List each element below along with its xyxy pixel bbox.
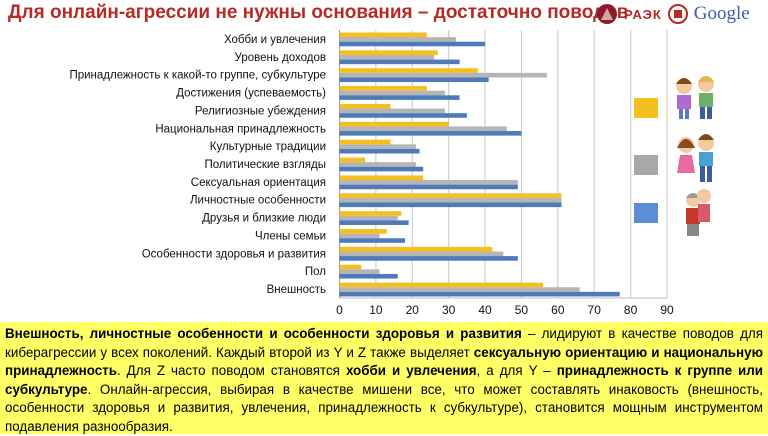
raek-logo: РАЭК xyxy=(624,6,662,22)
category-label: Принадлежность к какой-то группе, субкул… xyxy=(69,70,326,82)
x-tick-label: 30 xyxy=(442,303,456,317)
bar-yellow xyxy=(339,103,391,109)
bar-yellow xyxy=(339,139,391,145)
bar-yellow xyxy=(339,86,427,91)
seal-logo-icon xyxy=(667,4,688,24)
bar-yellow xyxy=(339,50,438,55)
category-label: Хобби и увлечения xyxy=(224,34,326,46)
bar-yellow xyxy=(339,121,449,127)
category-label: Достижения (успеваемость) xyxy=(176,88,326,100)
bar-yellow xyxy=(339,211,402,216)
bar-gray xyxy=(339,162,416,167)
bar-yellow xyxy=(339,157,365,163)
x-tick-label: 0 xyxy=(336,303,343,317)
x-tick-label: 90 xyxy=(660,303,674,317)
bar-blue xyxy=(339,148,420,154)
bar-blue xyxy=(339,166,424,172)
bar-blue xyxy=(339,113,467,118)
category-label: Члены семьи xyxy=(255,230,326,242)
x-tick-label: 80 xyxy=(624,303,638,317)
bar-gray xyxy=(339,37,456,42)
google-logo: Google xyxy=(693,3,750,24)
bar-yellow xyxy=(339,229,387,234)
bar-blue xyxy=(339,95,460,100)
x-tick-label: 60 xyxy=(551,303,565,317)
bar-blue xyxy=(339,77,489,83)
category-label: Сексуальная ориентация xyxy=(191,177,326,189)
legend-swatch-gray xyxy=(634,155,658,175)
bar-yellow xyxy=(339,32,427,38)
slide-title: Для онлайн-агрессии не нужны основания –… xyxy=(8,2,629,23)
summary-bold-3: хобби и увлечения xyxy=(345,363,477,378)
bar-gray xyxy=(339,144,416,149)
logos: РАЭК Google xyxy=(596,2,750,26)
category-label: Религиозные убеждения xyxy=(195,105,326,117)
bar-blue xyxy=(339,41,486,47)
category-label: Личностные особенности xyxy=(190,195,326,207)
category-label: Пол xyxy=(305,266,326,278)
legend-swatch-yellow xyxy=(634,98,658,118)
summary-bold-1: Внешность, личностные особенности и особ… xyxy=(5,326,522,341)
bar-gray xyxy=(339,197,562,203)
category-label: Особенности здоровья и развития xyxy=(142,248,326,260)
bar-yellow xyxy=(339,68,478,73)
bar-gray xyxy=(339,287,580,292)
category-label: Друзья и близкие люди xyxy=(202,213,326,225)
bar-blue xyxy=(339,238,405,243)
bar-gray xyxy=(339,251,504,257)
category-label: Политические взгляды xyxy=(204,159,326,171)
category-label: Национальная принадлежность xyxy=(155,123,326,135)
summary-bold-4: принадлежность к группе или субкультуре xyxy=(5,363,763,397)
summary-text-5: . Онлайн-агрессия, выбирая в качестве ми… xyxy=(5,381,763,434)
x-tick-label: 40 xyxy=(478,303,492,317)
bar-gray xyxy=(339,126,507,132)
bar-blue xyxy=(339,256,518,261)
bar-blue xyxy=(339,273,398,279)
bar-blue xyxy=(339,220,409,225)
bar-yellow xyxy=(339,175,424,181)
bar-gray xyxy=(339,90,446,96)
bar-gray xyxy=(339,269,380,274)
category-label: Внешность xyxy=(267,284,326,296)
bar-blue xyxy=(339,184,518,190)
summary-text: Внешность, личностные особенности и особ… xyxy=(0,322,768,434)
bar-gray xyxy=(339,180,518,185)
category-label: Уровень доходов xyxy=(235,52,326,64)
bar-gray xyxy=(339,233,380,239)
bar-chart: Хобби и увлечения Уровень доходов Принадле… xyxy=(69,30,714,317)
x-tick-label: 10 xyxy=(369,303,383,317)
bar-yellow xyxy=(339,264,362,270)
summary-text-2: – лидируют в качестве поводов для кибера… xyxy=(5,326,763,360)
university-logo-icon xyxy=(597,4,617,24)
bar-blue xyxy=(339,202,562,208)
x-tick-label: 20 xyxy=(406,303,420,317)
bar-gray xyxy=(339,215,398,221)
bar-blue xyxy=(339,291,620,297)
bar-gray xyxy=(339,108,446,114)
summary-text-3: . Для Z часто поводом становятся xyxy=(116,363,346,378)
summary-bold-2: сексуальную ориентацию и национальную пр… xyxy=(5,344,763,379)
summary-text-4: , а для Y – xyxy=(476,363,557,378)
bar-gray xyxy=(339,72,547,78)
bar-gray xyxy=(339,54,435,60)
bar-blue xyxy=(339,131,522,136)
x-tick-label: 50 xyxy=(515,303,529,317)
kids-illustration-icon xyxy=(676,76,714,236)
bar-yellow xyxy=(339,282,544,288)
bar-yellow xyxy=(339,193,562,198)
category-label: Культурные традиции xyxy=(210,141,326,153)
legend-swatch-blue xyxy=(634,203,658,223)
bar-blue xyxy=(339,59,460,65)
x-tick-label: 70 xyxy=(588,303,602,317)
bar-yellow xyxy=(339,246,493,252)
